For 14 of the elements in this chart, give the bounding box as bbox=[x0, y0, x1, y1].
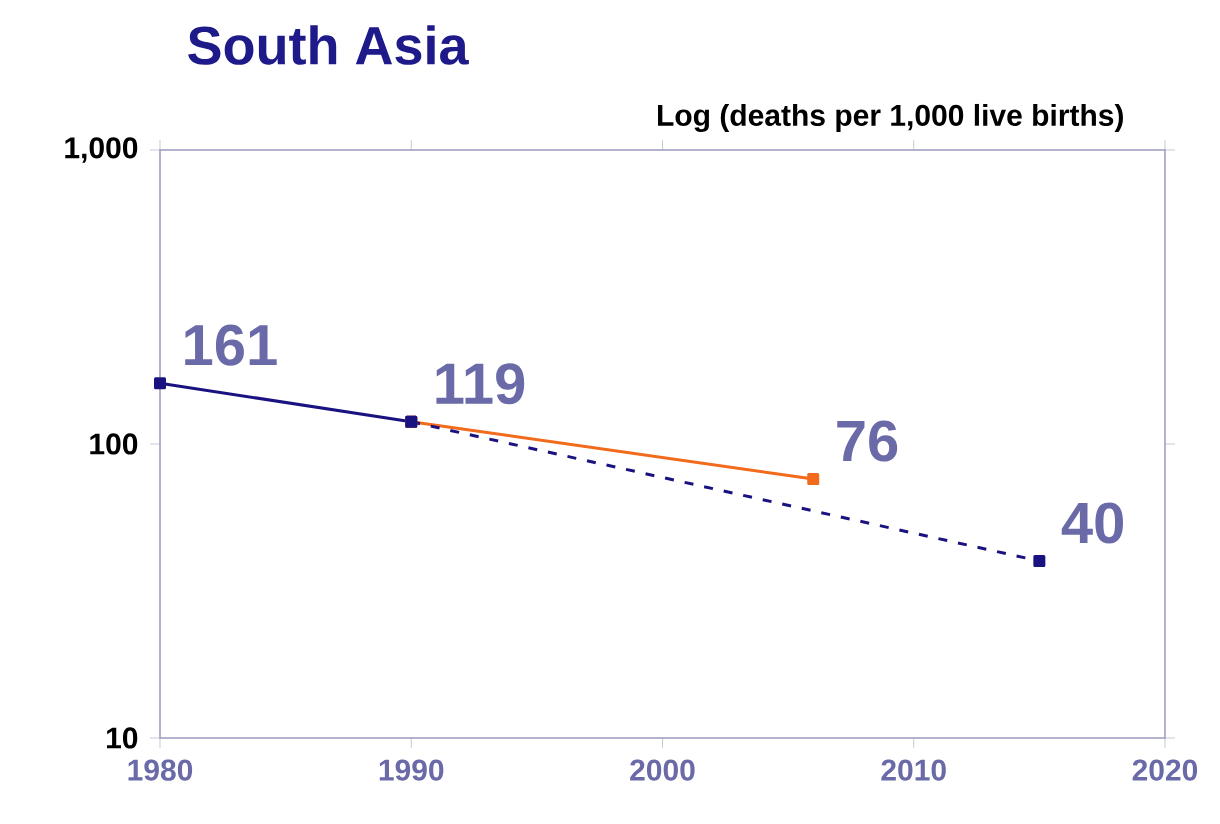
x-tick-label: 2000 bbox=[630, 759, 695, 781]
chart-title: South Asia bbox=[188, 25, 469, 65]
x-tick-label: 1990 bbox=[379, 759, 444, 781]
annotation: 76 bbox=[837, 420, 898, 462]
annotation: 119 bbox=[436, 363, 525, 405]
y-axis-title: Log (deaths per 1,000 live births) bbox=[658, 103, 1123, 133]
annotation: 40 bbox=[1061, 502, 1123, 544]
y-tick-label: 100 bbox=[90, 433, 138, 455]
y-tick-label: 10 bbox=[106, 727, 138, 749]
x-tick-label: 2010 bbox=[881, 759, 946, 781]
x-tick-label: 2020 bbox=[1132, 759, 1198, 781]
annotation: 161 bbox=[185, 324, 277, 366]
x-tick-label: 1980 bbox=[128, 759, 193, 781]
y-tick-label: 1,000 bbox=[65, 137, 138, 163]
